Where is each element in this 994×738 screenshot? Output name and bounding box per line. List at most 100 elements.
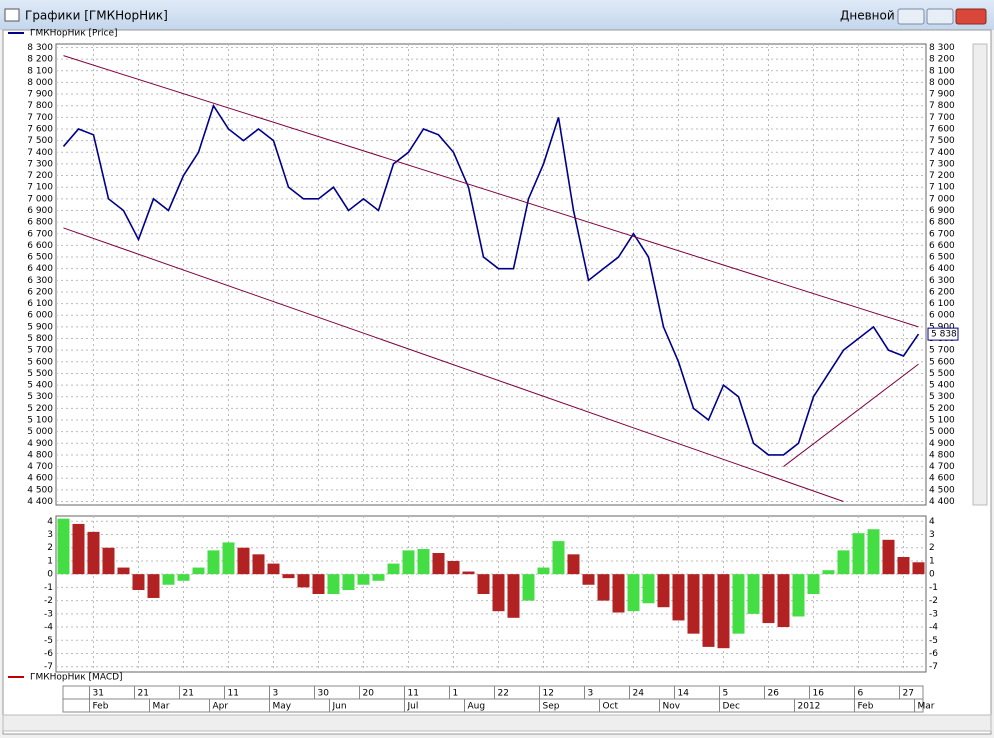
macd-bar xyxy=(72,523,85,575)
y-tick-label: 8 200 xyxy=(27,55,53,65)
macd-bar xyxy=(747,574,760,614)
x-tick-label: 6 xyxy=(858,689,864,699)
y-tick-label: -5 xyxy=(44,636,53,646)
y-tick-label-right: 5 700 xyxy=(929,346,955,356)
month-label: Feb xyxy=(93,702,109,712)
macd-bar xyxy=(132,574,145,591)
macd-bar xyxy=(642,574,655,604)
y-tick-label: 4 xyxy=(47,517,53,527)
y-tick-label: 7 500 xyxy=(27,136,53,146)
y-tick-label: 4 600 xyxy=(27,474,53,484)
month-label: Feb xyxy=(858,702,874,712)
y-tick-label-right: 4 600 xyxy=(929,474,955,484)
macd-bar xyxy=(252,554,265,575)
y-tick-label-right: 7 800 xyxy=(929,101,955,111)
y-tick-label: 7 300 xyxy=(27,159,53,169)
y-tick-label-right: 8 100 xyxy=(929,66,955,76)
y-tick-label: 5 000 xyxy=(27,427,53,437)
y-tick-label-right: 5 400 xyxy=(929,381,955,391)
x-tick-label: 5 xyxy=(723,689,729,699)
maximize-button[interactable] xyxy=(926,8,954,25)
y-tick-label: 6 200 xyxy=(27,287,53,297)
macd-bar xyxy=(177,574,190,581)
y-tick-label-right: -4 xyxy=(929,623,938,633)
macd-bar xyxy=(372,574,385,581)
macd-bar xyxy=(297,574,310,588)
month-label: Oct xyxy=(603,702,619,712)
y-tick-label-right: 3 xyxy=(929,530,935,540)
y-tick-label: 6 300 xyxy=(27,276,53,286)
macd-bar xyxy=(702,574,715,647)
macd-bar xyxy=(237,547,250,575)
y-tick-label-right: 6 500 xyxy=(929,253,955,263)
timeframe[interactable]: Дневной xyxy=(840,9,895,23)
macd-bar xyxy=(537,567,550,575)
trendline xyxy=(783,363,919,467)
month-label: Nov xyxy=(663,702,681,712)
month-label: Sep xyxy=(543,702,560,712)
y-tick-label-right: 5 900 xyxy=(929,322,955,332)
month-label: 2012 xyxy=(798,702,821,712)
y-tick-label-right: 7 200 xyxy=(929,171,955,181)
y-tick-label: 7 900 xyxy=(27,90,53,100)
macd-bar xyxy=(342,574,355,591)
macd-bar xyxy=(357,574,370,585)
y-tick-label: 4 800 xyxy=(27,450,53,460)
x-tick-label: 20 xyxy=(363,689,375,699)
x-tick-label: 11 xyxy=(408,689,419,699)
month-label: Apr xyxy=(213,702,229,712)
y-tick-label-right: 6 200 xyxy=(929,287,955,297)
macd-bar xyxy=(267,563,280,575)
macd-bar xyxy=(807,574,820,594)
legend-label: ГМКНорНик [Price] xyxy=(30,29,118,39)
y-tick-label: 7 000 xyxy=(27,194,53,204)
y-tick-label-right: 2 xyxy=(929,543,935,553)
macd-bar xyxy=(102,547,115,575)
horizontal-scrollbar[interactable] xyxy=(2,714,992,732)
y-tick-label-right: 5 600 xyxy=(929,357,955,367)
y-tick-label-right: 7 900 xyxy=(929,90,955,100)
macd-bar xyxy=(597,574,610,601)
x-tick-label: 14 xyxy=(678,689,690,699)
y-tick-label: 6 500 xyxy=(27,253,53,263)
close-button[interactable] xyxy=(955,8,987,25)
macd-bar xyxy=(732,574,745,634)
macd-bar xyxy=(402,550,415,575)
y-tick-label: -4 xyxy=(44,623,53,633)
trendline xyxy=(63,55,919,328)
y-tick-label: 7 400 xyxy=(27,148,53,158)
y-tick-label-right: 7 700 xyxy=(929,113,955,123)
macd-bar xyxy=(582,574,595,585)
minimize-button[interactable] xyxy=(897,8,925,25)
y-tick-label: 8 100 xyxy=(27,66,53,76)
x-tick-label: 3 xyxy=(588,689,594,699)
macd-bar xyxy=(117,567,130,575)
macd-bar xyxy=(147,574,160,598)
y-tick-label-right: -5 xyxy=(929,636,938,646)
macd-bar xyxy=(567,554,580,575)
vertical-scrollbar[interactable] xyxy=(972,43,988,506)
y-tick-label: -2 xyxy=(44,596,53,606)
y-tick-label: 7 100 xyxy=(27,183,53,193)
y-tick-label: 5 500 xyxy=(27,369,53,379)
month-label: Mar xyxy=(153,702,170,712)
y-tick-label: -3 xyxy=(44,609,53,619)
y-tick-label-right: 7 300 xyxy=(929,159,955,169)
y-tick-label: 5 200 xyxy=(27,404,53,414)
y-tick-label-right: 8 000 xyxy=(929,78,955,88)
macd-bar xyxy=(822,570,835,575)
y-tick-label-right: 7 600 xyxy=(929,124,955,134)
y-tick-label-right: 4 500 xyxy=(929,485,955,495)
macd-bar xyxy=(57,518,70,575)
macd-bar xyxy=(207,550,220,575)
y-tick-label: 3 xyxy=(47,530,53,540)
y-tick-label: 4 700 xyxy=(27,462,53,472)
macd-bar xyxy=(87,531,100,575)
y-tick-label-right: 7 100 xyxy=(929,183,955,193)
month-label: Mar xyxy=(918,702,935,712)
y-tick-label: 8 300 xyxy=(27,43,53,53)
y-tick-label: 6 600 xyxy=(27,241,53,251)
macd-bar xyxy=(552,541,565,575)
y-tick-label-right: 6 000 xyxy=(929,311,955,321)
